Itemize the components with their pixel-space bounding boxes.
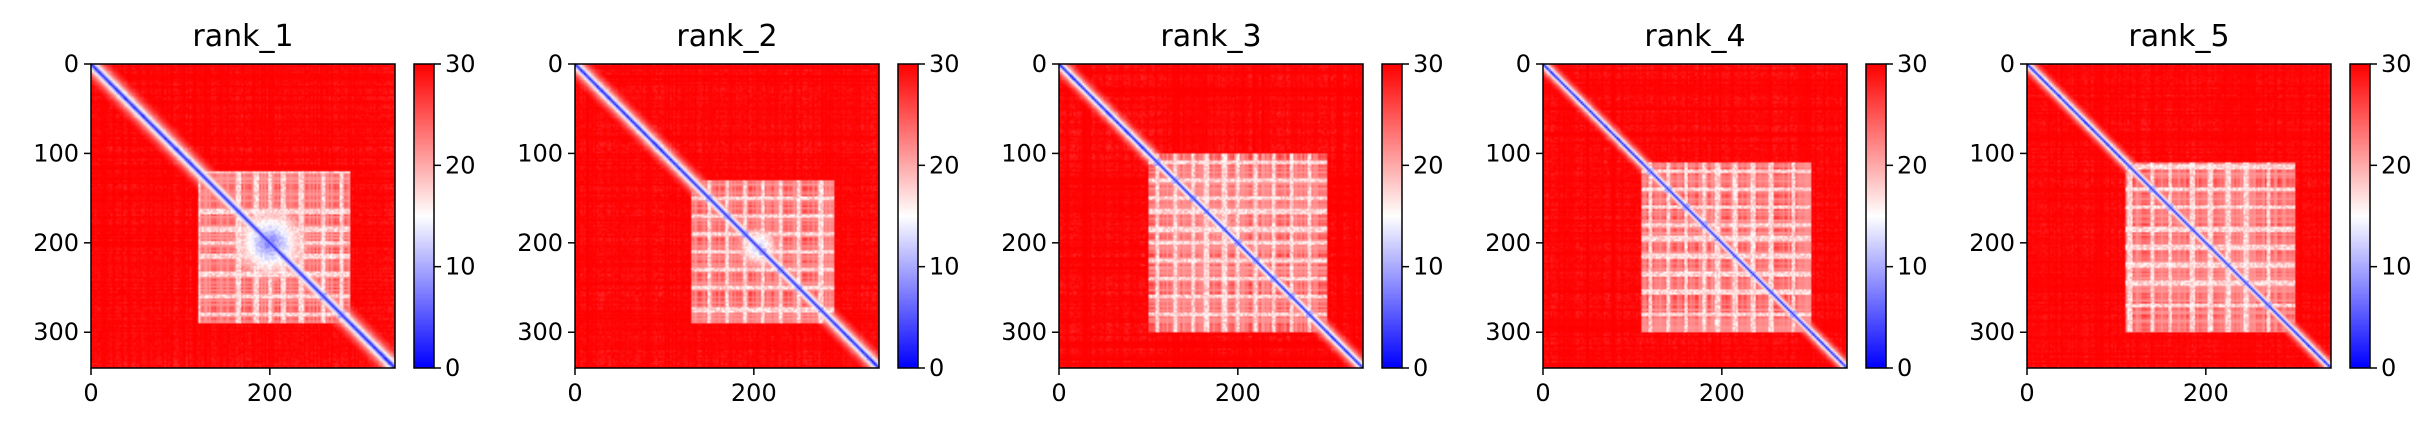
y-tick-label: 100: [1969, 139, 2015, 167]
y-tick-label: 200: [1969, 229, 2015, 257]
colorbar-tick-label: 20: [929, 151, 960, 179]
y-tick-label: 0: [64, 50, 79, 78]
colorbar-tick-label: 10: [1413, 253, 1444, 281]
y-tick-label: 200: [1001, 229, 1047, 257]
colorbar-frame: [897, 63, 919, 369]
panel-title: rank_5: [2128, 19, 2229, 54]
y-tick-label: 300: [1485, 318, 1531, 346]
y-tick-label: 0: [548, 50, 563, 78]
colorbar-gradient: [898, 64, 918, 368]
y-tick-label: 200: [517, 229, 563, 257]
colorbar-tick-label: 20: [1413, 151, 1444, 179]
distance-matrix: [91, 64, 395, 368]
colorbar: 0 10 20 30: [2349, 50, 2412, 382]
heatmap-panel-4: rank_4 0 200 0 100 200 300 0 10 20 30: [1485, 19, 1927, 407]
plot-frame: [1542, 63, 1848, 369]
y-tick-label: 300: [1969, 318, 2015, 346]
heatmap-panel-5: rank_5 0 200 0 100 200 300 0 10 20 30: [1969, 19, 2411, 407]
panel-title: rank_3: [1160, 19, 1261, 54]
colorbar-gradient: [1382, 64, 1402, 368]
colorbar-tick-label: 20: [1897, 151, 1928, 179]
x-tick-label: 200: [2183, 379, 2229, 407]
colorbar-tick-label: 0: [2381, 354, 2396, 382]
colorbar: 0 10 20 30: [1381, 50, 1444, 382]
heatmap-panel-3: rank_3 0 200 0 100 200 300 0 10 20 30: [1001, 19, 1443, 407]
colorbar-tick-label: 0: [929, 354, 944, 382]
colorbar-tick-label: 10: [445, 253, 476, 281]
colorbar-tick-label: 30: [929, 50, 960, 78]
y-tick-label: 100: [1001, 139, 1047, 167]
x-tick-label: 0: [567, 379, 582, 407]
colorbar: 0 10 20 30: [413, 50, 476, 382]
y-tick-label: 0: [2000, 50, 2015, 78]
heatmap-panel-2: rank_2 0 200 0 100 200 300 0 10 20 30: [517, 19, 959, 407]
x-tick-label: 0: [1051, 379, 1066, 407]
colorbar-tick-label: 0: [1897, 354, 1912, 382]
panel-title: rank_2: [676, 19, 777, 54]
colorbar-gradient: [414, 64, 434, 368]
colorbar-tick-label: 30: [1897, 50, 1928, 78]
y-tick-label: 100: [1485, 139, 1531, 167]
colorbar-frame: [1381, 63, 1403, 369]
plot-frame: [90, 63, 396, 369]
y-tick-label: 200: [33, 229, 79, 257]
y-tick-label: 100: [33, 139, 79, 167]
colorbar-tick-label: 0: [1413, 354, 1428, 382]
colorbar-tick-label: 10: [929, 253, 960, 281]
colorbar-frame: [2349, 63, 2371, 369]
x-tick-label: 200: [1215, 379, 1261, 407]
y-tick-label: 100: [517, 139, 563, 167]
colorbar-frame: [1865, 63, 1887, 369]
plot-frame: [1058, 63, 1364, 369]
colorbar-tick-label: 0: [445, 354, 460, 382]
y-tick-label: 0: [1516, 50, 1531, 78]
colorbar-frame: [413, 63, 435, 369]
y-tick-label: 300: [1001, 318, 1047, 346]
colorbar: 0 10 20 30: [897, 50, 960, 382]
x-tick-label: 0: [83, 379, 98, 407]
colorbar-tick-label: 20: [445, 151, 476, 179]
heatmap-panel-1: rank_1 0 200 0 100 200 300 0 10 20 30: [33, 19, 475, 407]
colorbar: 0 10 20 30: [1865, 50, 1928, 382]
y-tick-label: 200: [1485, 229, 1531, 257]
colorbar-tick-label: 30: [1413, 50, 1444, 78]
colorbar-tick-label: 10: [1897, 253, 1928, 281]
colorbar-tick-label: 20: [2381, 151, 2412, 179]
x-tick-label: 0: [1535, 379, 1550, 407]
x-tick-label: 200: [1699, 379, 1745, 407]
distance-matrix: [575, 64, 879, 368]
x-tick-label: 200: [247, 379, 293, 407]
plot-frame: [2026, 63, 2332, 369]
y-tick-label: 300: [33, 318, 79, 346]
colorbar-gradient: [2350, 64, 2370, 368]
y-tick-label: 300: [517, 318, 563, 346]
panel-title: rank_1: [192, 19, 293, 54]
x-tick-label: 0: [2019, 379, 2034, 407]
distance-matrix: [1543, 64, 1847, 368]
colorbar-tick-label: 10: [2381, 253, 2412, 281]
x-tick-label: 200: [731, 379, 777, 407]
colorbar-gradient: [1866, 64, 1886, 368]
distance-matrix: [1059, 64, 1363, 368]
plot-frame: [574, 63, 880, 369]
colorbar-tick-label: 30: [2381, 50, 2412, 78]
y-tick-label: 0: [1032, 50, 1047, 78]
distance-matrix: [2027, 64, 2331, 368]
panel-title: rank_4: [1644, 19, 1745, 54]
colorbar-tick-label: 30: [445, 50, 476, 78]
